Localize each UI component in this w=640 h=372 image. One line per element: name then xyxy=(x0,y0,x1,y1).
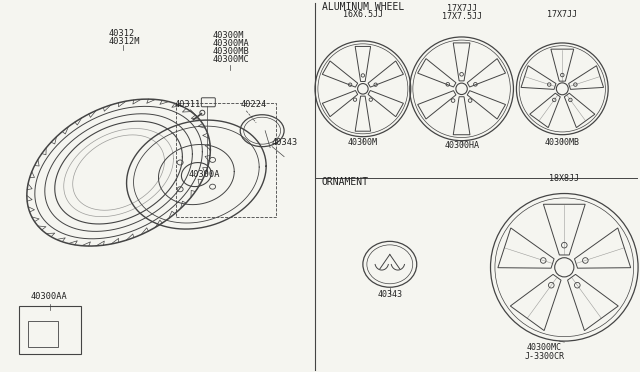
Text: 40300M: 40300M xyxy=(212,31,244,40)
Text: 17X7JJ: 17X7JJ xyxy=(547,10,577,19)
Text: 40300MC: 40300MC xyxy=(527,343,562,352)
Text: 40300AA: 40300AA xyxy=(31,292,68,301)
Text: 17X7.5JJ: 17X7.5JJ xyxy=(442,12,481,21)
Text: J-3300CR: J-3300CR xyxy=(524,352,564,361)
Text: 40312M: 40312M xyxy=(109,37,140,46)
Text: 40343: 40343 xyxy=(378,290,403,299)
Text: 40300M: 40300M xyxy=(348,138,378,147)
Bar xyxy=(19,306,81,354)
Text: 40300MC: 40300MC xyxy=(212,55,249,64)
Text: 40300A: 40300A xyxy=(189,170,220,179)
Text: 40300MB: 40300MB xyxy=(212,47,249,56)
Text: 40224: 40224 xyxy=(240,100,266,109)
Text: 40311: 40311 xyxy=(175,100,201,109)
Bar xyxy=(28,321,58,347)
Text: 40300HA: 40300HA xyxy=(444,141,479,150)
Text: ALUMINUM WHEEL: ALUMINUM WHEEL xyxy=(322,2,404,12)
Text: 40343: 40343 xyxy=(271,138,298,147)
Text: 40300MB: 40300MB xyxy=(545,138,580,147)
Text: 40312: 40312 xyxy=(109,29,135,38)
Text: 18X8JJ: 18X8JJ xyxy=(549,174,579,183)
Text: 16X6.5JJ: 16X6.5JJ xyxy=(343,10,383,19)
Text: 17X7JJ: 17X7JJ xyxy=(447,4,477,13)
Text: 40300MA: 40300MA xyxy=(212,39,249,48)
Text: ORNAMENT: ORNAMENT xyxy=(322,177,369,186)
